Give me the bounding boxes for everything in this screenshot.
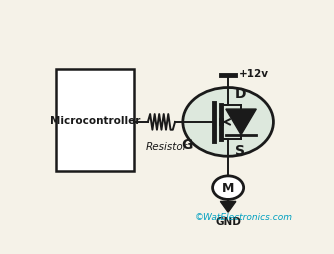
Text: M: M bbox=[222, 181, 234, 194]
Text: +12v: +12v bbox=[238, 69, 269, 79]
Polygon shape bbox=[226, 110, 256, 135]
Circle shape bbox=[213, 176, 244, 200]
Text: D: D bbox=[234, 87, 246, 101]
Text: ©WatElectronics.com: ©WatElectronics.com bbox=[195, 212, 293, 221]
Text: S: S bbox=[234, 144, 244, 158]
Polygon shape bbox=[220, 202, 236, 212]
Text: Resistor: Resistor bbox=[146, 141, 188, 151]
Circle shape bbox=[183, 88, 274, 157]
Text: Microcontroller: Microcontroller bbox=[50, 116, 140, 125]
Text: G: G bbox=[181, 137, 192, 151]
Text: GND: GND bbox=[215, 216, 241, 226]
Bar bbox=[56, 70, 134, 171]
